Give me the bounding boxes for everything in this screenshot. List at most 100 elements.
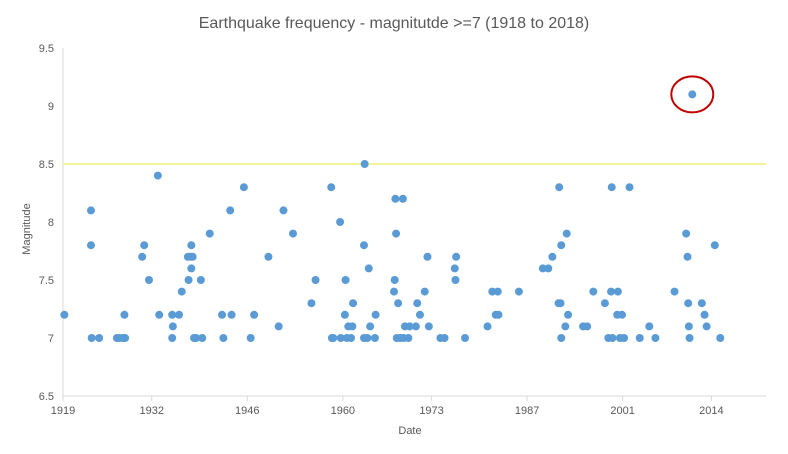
data-point (683, 252, 692, 261)
plot-area (62, 48, 766, 397)
y-tick-label: 7.5 (39, 275, 54, 287)
data-point (684, 322, 693, 331)
data-point (359, 241, 368, 250)
data-point (196, 276, 205, 284)
data-point (168, 334, 177, 342)
data-point (205, 229, 214, 238)
data-point (390, 276, 399, 284)
data-point (607, 183, 616, 192)
x-axis-label: Date (398, 425, 421, 437)
x-tick-label: 1960 (331, 405, 355, 417)
data-point (424, 322, 433, 331)
highlight-circle (670, 75, 715, 114)
data-point (363, 334, 372, 342)
data-point (423, 252, 432, 261)
data-point (348, 322, 357, 331)
data-point (415, 310, 424, 319)
x-tick-label: 1946 (235, 405, 259, 417)
data-point (451, 276, 460, 284)
x-tick-label: 1987 (515, 405, 539, 417)
data-point (198, 334, 207, 342)
data-point (95, 334, 104, 342)
data-point (192, 334, 201, 342)
data-point (336, 334, 345, 342)
data-point (561, 322, 570, 331)
data-point (274, 322, 283, 331)
data-point (140, 241, 149, 250)
data-point (246, 334, 255, 342)
data-point (583, 322, 592, 331)
data-point (685, 334, 694, 342)
data-point (311, 276, 320, 284)
x-axis-ticks: 1919 1932 1946 1960 1973 1987 2001 2014 (51, 396, 724, 417)
data-point (716, 334, 725, 342)
data-point (341, 276, 350, 284)
data-point (440, 334, 449, 342)
data-point (645, 322, 654, 331)
data-point (697, 299, 706, 308)
data-point (557, 241, 566, 250)
data-point (144, 276, 153, 284)
chart-title: Earthquake frequency - magnitutde >=7 (1… (199, 15, 589, 32)
y-axis-ticks: 6.5 7 7.5 8 8.5 9 9.5 (39, 43, 54, 403)
data-point (120, 310, 129, 319)
data-point (390, 287, 399, 296)
y-tick-label: 6.5 (39, 391, 54, 403)
data-point (155, 310, 164, 319)
data-point (175, 310, 184, 319)
x-tick-label: 2014 (699, 405, 723, 417)
data-point (625, 183, 634, 192)
data-point (557, 334, 566, 342)
data-point (710, 241, 719, 250)
x-tick-label: 2001 (610, 405, 634, 417)
data-point (218, 310, 227, 319)
data-point (349, 299, 358, 308)
data-point (613, 287, 622, 296)
x-tick-label: 1932 (139, 405, 163, 417)
data-point (600, 299, 609, 308)
data-point (153, 171, 162, 180)
data-point (87, 334, 96, 342)
y-axis-label: Magnitude (21, 203, 33, 254)
data-point (336, 218, 345, 226)
data-point (461, 334, 470, 342)
data-point (392, 229, 401, 238)
data-point (188, 252, 197, 261)
y-tick-label: 7 (48, 333, 54, 345)
data-point (250, 310, 259, 319)
data-point (548, 252, 557, 261)
y-tick-label: 8 (48, 217, 54, 229)
data-point (391, 194, 400, 203)
data-point (177, 287, 186, 296)
data-point (483, 322, 492, 331)
data-point (651, 334, 660, 342)
data-point (86, 241, 95, 250)
data-point (347, 334, 356, 342)
data-point (684, 299, 693, 308)
data-point (168, 310, 177, 319)
data-point (514, 287, 523, 296)
data-point (493, 287, 502, 296)
data-point (607, 287, 616, 296)
data-point (364, 264, 373, 273)
data-point (168, 322, 177, 331)
data-point (450, 264, 459, 273)
data-point (405, 322, 414, 331)
data-point (226, 206, 235, 215)
data-point (187, 264, 196, 273)
data-point (279, 206, 288, 215)
data-point (239, 183, 248, 192)
data-point (682, 229, 691, 238)
data-point (555, 183, 564, 192)
highlight-group (670, 75, 715, 114)
data-point (556, 299, 565, 308)
data-point (366, 322, 375, 331)
data-point (670, 287, 679, 296)
data-point (227, 310, 236, 319)
data-point (394, 299, 403, 308)
data-point (219, 334, 228, 342)
data-point (289, 229, 298, 238)
data-point (187, 241, 196, 250)
data-point (688, 90, 697, 99)
data-point (413, 299, 422, 308)
